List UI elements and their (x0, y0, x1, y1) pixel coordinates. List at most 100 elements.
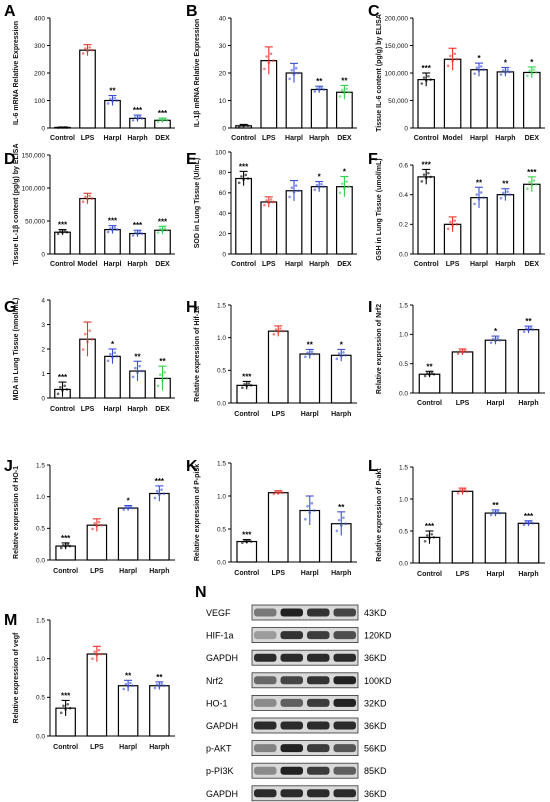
data-point (297, 71, 300, 75)
panel-label: E (186, 151, 197, 168)
data-point (162, 684, 166, 688)
panel-label: H (186, 299, 198, 316)
data-point (242, 178, 245, 181)
data-point (308, 511, 312, 514)
x-tick-label: Control (234, 570, 259, 577)
data-point (279, 490, 282, 494)
data-point (492, 510, 495, 514)
bar (417, 176, 435, 255)
significance-marker: ** (525, 317, 532, 326)
data-point (426, 534, 429, 537)
significance-marker: * (504, 59, 508, 68)
blot-band (307, 676, 330, 685)
data-point (162, 492, 166, 495)
data-point (86, 340, 89, 344)
data-point (531, 328, 535, 331)
y-axis-title: Relative expression of vegf (13, 632, 20, 723)
data-point (446, 227, 450, 231)
panel-label: C (368, 3, 380, 20)
y-tick-label: 0.5 (36, 695, 45, 702)
data-point (237, 125, 241, 128)
data-point (525, 327, 528, 330)
bar (267, 492, 289, 563)
data-point (62, 704, 65, 708)
x-tick-label: LPS (456, 571, 470, 578)
bar (484, 512, 507, 564)
data-point (427, 75, 430, 78)
data-point (109, 227, 112, 230)
x-tick-label: Harph (518, 571, 538, 578)
data-point (338, 95, 342, 98)
data-point (482, 68, 485, 71)
blot-band (280, 631, 303, 640)
panel-label: N (195, 584, 207, 601)
data-point (534, 71, 538, 74)
blot-row: HO-1 32KD (206, 695, 387, 711)
data-point (109, 97, 112, 101)
blot-band (307, 698, 330, 707)
data-point (312, 509, 316, 512)
blot-band (280, 608, 303, 617)
data-point (455, 57, 459, 61)
data-point (499, 73, 503, 76)
bar (299, 353, 321, 404)
data-point (492, 337, 495, 341)
data-point (129, 681, 132, 685)
blot-protein-label: VEGF (206, 608, 231, 618)
significance-marker: *** (133, 106, 143, 115)
data-point (84, 332, 87, 336)
significance-marker: ** (125, 671, 132, 680)
data-point (243, 539, 246, 543)
y-axis-title: IL-1β mRNA Relative Expression (194, 19, 201, 127)
bar (117, 507, 139, 561)
data-point (99, 652, 103, 656)
y-tick-label: 0.5 (217, 368, 226, 375)
data-point (84, 195, 87, 199)
significance-marker: *** (242, 372, 252, 381)
data-point (155, 489, 159, 493)
bar (267, 330, 289, 404)
data-point (340, 88, 344, 92)
x-tick-label: DEX (525, 261, 540, 268)
data-point (532, 179, 536, 182)
x-tick-label: LPS (81, 135, 95, 142)
data-point (276, 491, 280, 495)
significance-marker: *** (108, 217, 118, 226)
y-tick-label: 0.2 (399, 222, 408, 229)
x-tick-label: Control (50, 406, 75, 413)
y-tick-label: 40 (219, 211, 227, 218)
y-tick-label: 0.0 (36, 557, 45, 564)
y-tick-label: 0.0 (36, 733, 45, 740)
y-tick-label: 1.0 (399, 332, 408, 339)
blot-row: GAPDH 36KD (206, 717, 387, 734)
panel-i: I 0.0 0.5 1.0 1.5 Relative expression of Nrf2… (368, 299, 545, 407)
y-tick-label: 200 (34, 70, 45, 77)
x-tick-label: DEX (155, 406, 170, 413)
data-point (263, 203, 266, 207)
data-point (426, 372, 429, 375)
data-point (496, 336, 500, 340)
blot-band (307, 653, 330, 662)
data-point (429, 175, 432, 179)
data-point (526, 74, 529, 78)
data-point (534, 182, 538, 186)
data-point (81, 200, 85, 204)
data-point (86, 49, 89, 53)
data-point (122, 508, 126, 511)
data-point (338, 191, 342, 195)
data-point (93, 650, 96, 654)
data-point (343, 91, 346, 95)
data-point (131, 506, 134, 510)
data-point (313, 188, 317, 192)
data-point (62, 543, 65, 547)
significance-marker: *** (58, 373, 68, 382)
data-point (428, 537, 431, 540)
panel-label: F (368, 151, 378, 168)
data-point (159, 227, 162, 231)
data-point (240, 175, 243, 178)
data-point (496, 510, 500, 513)
data-point (320, 182, 323, 186)
data-point (310, 350, 314, 354)
